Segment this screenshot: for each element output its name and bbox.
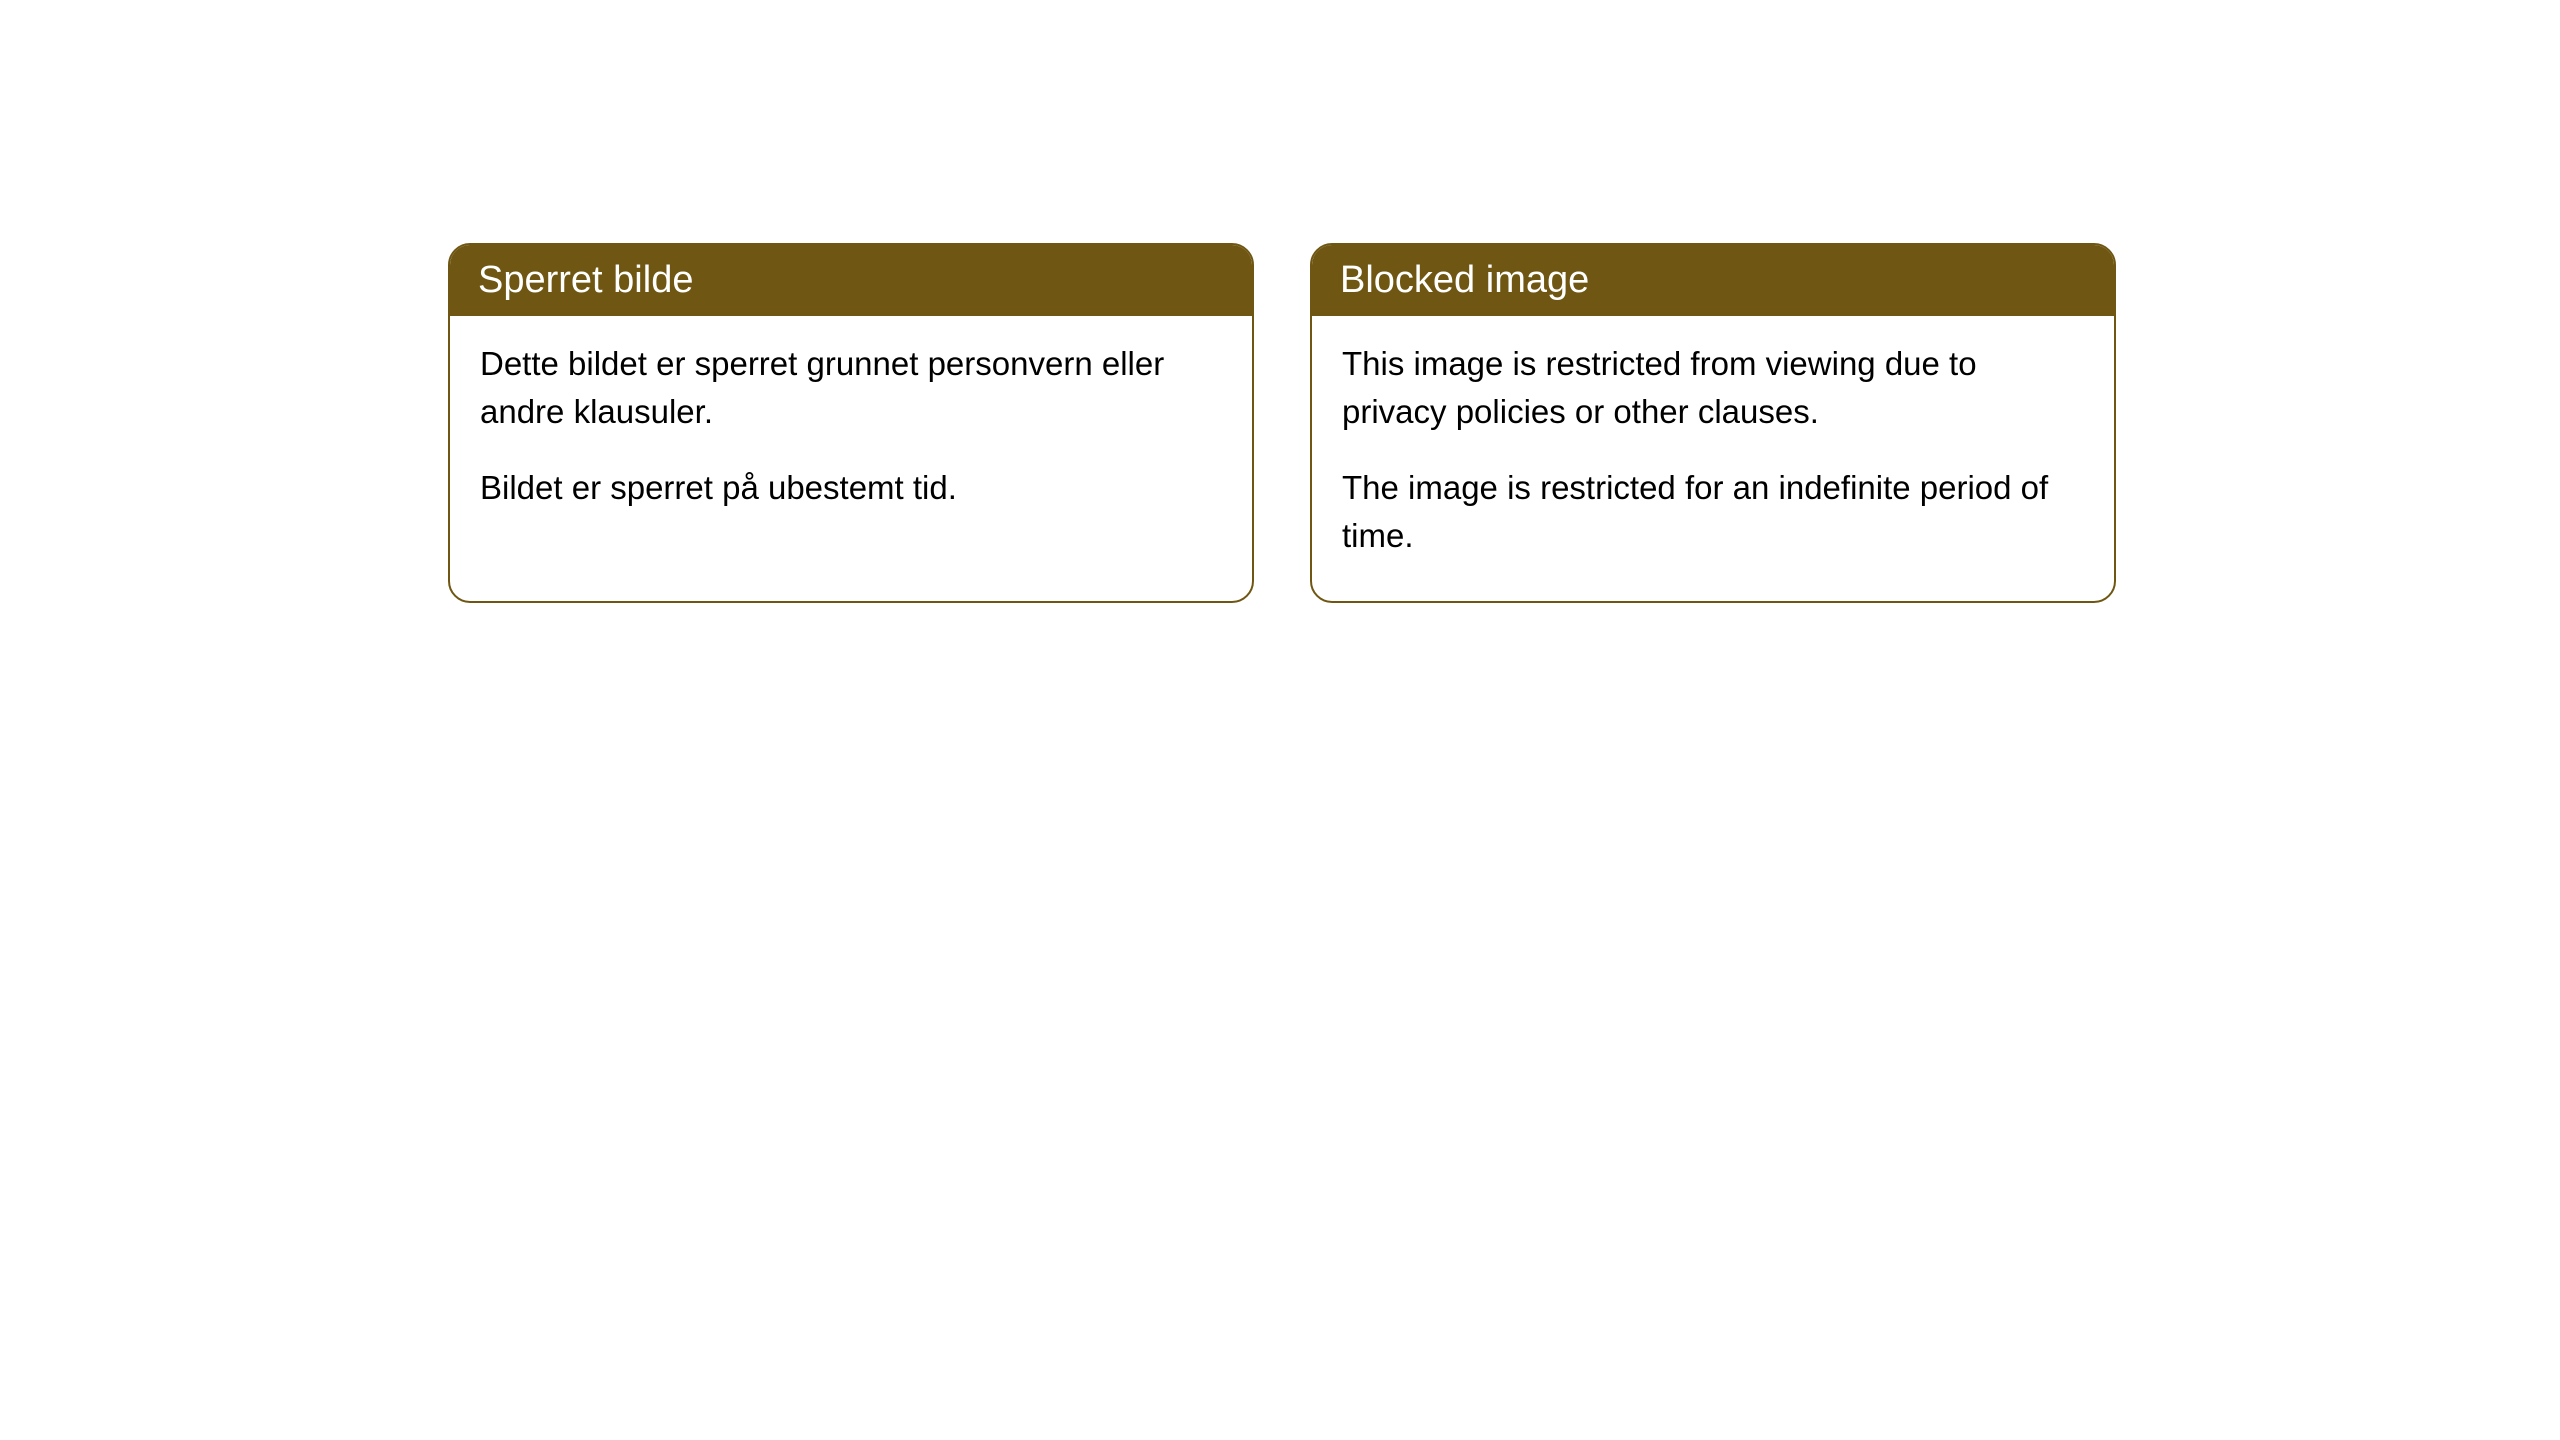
card-header-english: Blocked image bbox=[1312, 245, 2114, 316]
card-body-norwegian: Dette bildet er sperret grunnet personve… bbox=[450, 316, 1252, 554]
card-title: Sperret bilde bbox=[478, 259, 693, 301]
card-paragraph: This image is restricted from viewing du… bbox=[1342, 340, 2084, 436]
card-header-norwegian: Sperret bilde bbox=[450, 245, 1252, 316]
notice-card-norwegian: Sperret bilde Dette bildet er sperret gr… bbox=[448, 243, 1254, 603]
card-title: Blocked image bbox=[1340, 259, 1589, 301]
card-paragraph: Bildet er sperret på ubestemt tid. bbox=[480, 464, 1222, 512]
notice-card-english: Blocked image This image is restricted f… bbox=[1310, 243, 2116, 603]
card-body-english: This image is restricted from viewing du… bbox=[1312, 316, 2114, 601]
notice-card-container: Sperret bilde Dette bildet er sperret gr… bbox=[0, 0, 2560, 603]
card-paragraph: Dette bildet er sperret grunnet personve… bbox=[480, 340, 1222, 436]
card-paragraph: The image is restricted for an indefinit… bbox=[1342, 464, 2084, 560]
